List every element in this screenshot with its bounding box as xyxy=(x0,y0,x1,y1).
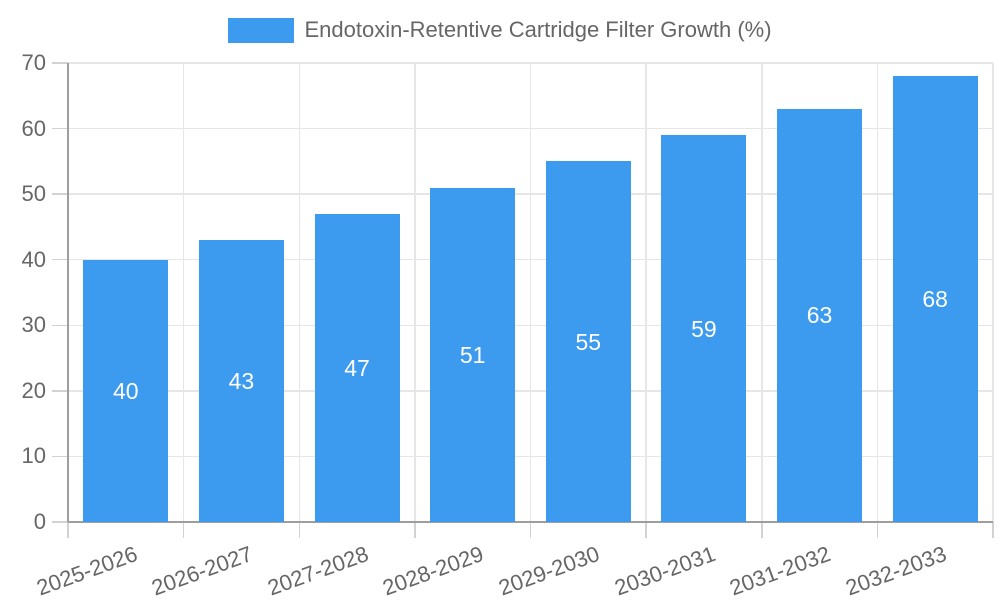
bar-value-label: 68 xyxy=(922,286,948,313)
gridline-vertical xyxy=(992,63,994,522)
y-axis-tick xyxy=(52,455,68,458)
y-axis-label: 20 xyxy=(21,377,46,403)
bar xyxy=(661,135,747,522)
x-axis-tick xyxy=(414,522,416,538)
x-axis-label: 2027-2028 xyxy=(264,541,372,600)
y-axis-tick xyxy=(52,193,68,195)
gridline-vertical xyxy=(182,63,185,522)
gridline-vertical xyxy=(414,63,416,522)
y-axis-tick xyxy=(52,127,68,130)
x-axis-label: 2025-2026 xyxy=(32,541,141,600)
x-axis-tick xyxy=(529,522,532,538)
gridline-vertical xyxy=(761,63,763,522)
bar xyxy=(83,259,169,522)
chart-legend[interactable]: Endotoxin-Retentive Cartridge Filter Gro… xyxy=(0,17,1000,43)
x-axis-label: 2028-2029 xyxy=(379,541,488,600)
y-axis-line xyxy=(67,63,69,522)
y-axis-label: 70 xyxy=(21,50,46,75)
y-axis-tick xyxy=(52,324,68,327)
bar-value-label: 59 xyxy=(691,315,717,342)
bar xyxy=(545,161,631,522)
bar-value-label: 43 xyxy=(228,368,255,395)
bar xyxy=(430,187,516,522)
x-axis-label: 2030-2031 xyxy=(611,541,719,600)
x-axis-label: 2032-2033 xyxy=(842,541,950,600)
y-axis-label: 30 xyxy=(21,312,46,338)
x-axis-tick xyxy=(298,522,300,538)
legend-color-swatch xyxy=(228,17,295,43)
x-axis-tick xyxy=(761,522,763,538)
x-axis-tick xyxy=(645,522,647,538)
bar xyxy=(892,76,978,522)
bar-value-label: 51 xyxy=(459,341,486,368)
y-axis-tick xyxy=(52,258,68,261)
bar-value-label: 47 xyxy=(344,354,370,381)
y-axis-label: 10 xyxy=(21,443,46,469)
x-axis-tick xyxy=(992,522,994,538)
y-axis-tick xyxy=(52,521,68,523)
y-axis-tick xyxy=(52,62,68,64)
y-axis-label: 40 xyxy=(21,246,46,272)
x-axis-label: 2031-2032 xyxy=(726,541,835,600)
gridline-vertical xyxy=(645,63,647,522)
x-axis-tick xyxy=(67,522,69,538)
bar xyxy=(314,213,400,522)
y-axis-label: 50 xyxy=(21,181,46,207)
x-axis-line xyxy=(68,521,993,523)
gridline-vertical xyxy=(298,63,300,522)
y-axis-tick xyxy=(52,390,68,392)
gridline-vertical xyxy=(876,63,879,522)
bar xyxy=(777,108,863,522)
gridline-vertical xyxy=(529,63,532,522)
y-axis-label: 0 xyxy=(33,509,46,534)
bar xyxy=(198,240,284,522)
x-axis-label: 2026-2027 xyxy=(148,541,256,600)
bar-value-label: 55 xyxy=(575,328,602,355)
x-axis-tick xyxy=(876,522,879,538)
x-axis-label: 2029-2030 xyxy=(495,541,603,600)
legend-label: Endotoxin-Retentive Cartridge Filter Gro… xyxy=(304,17,772,42)
bar-value-label: 40 xyxy=(113,377,139,404)
x-axis-tick xyxy=(182,522,185,538)
y-axis-label: 60 xyxy=(21,115,46,141)
bar-value-label: 63 xyxy=(806,302,833,329)
